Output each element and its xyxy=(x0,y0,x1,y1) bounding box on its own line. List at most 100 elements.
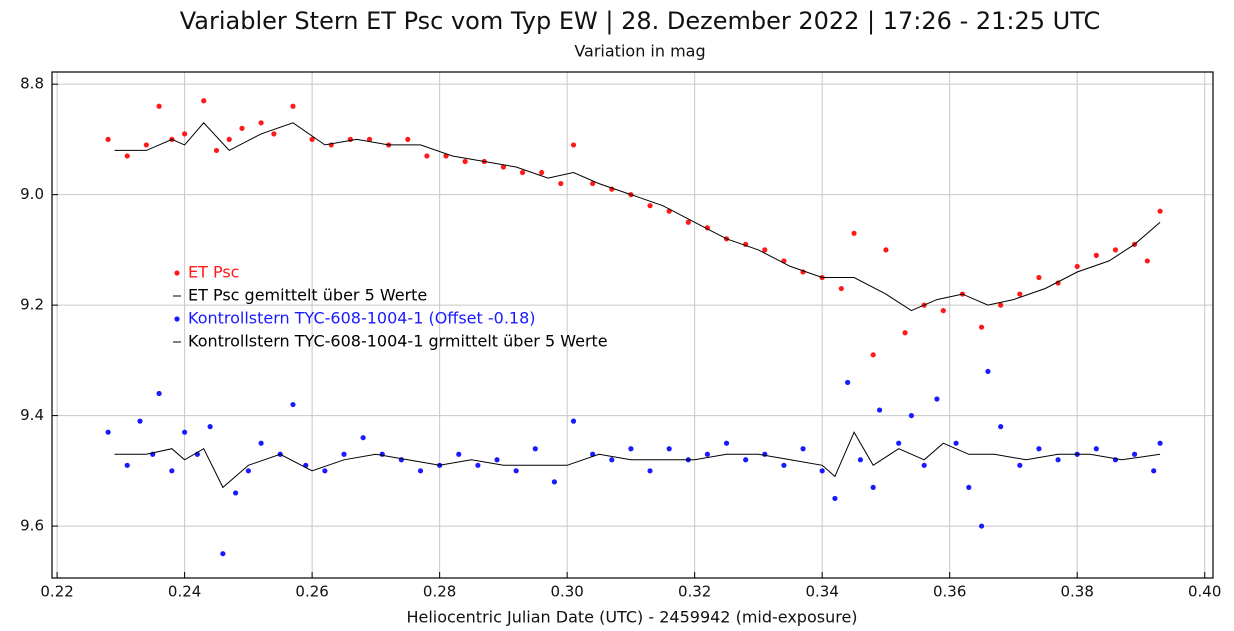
data-point xyxy=(953,440,959,446)
legend-label: Kontrollstern TYC-608-1004-1 grmittelt ü… xyxy=(188,332,608,351)
data-point xyxy=(723,440,730,446)
data-point xyxy=(360,435,366,441)
data-point xyxy=(647,203,653,209)
data-point xyxy=(870,484,876,491)
data-point xyxy=(366,136,373,142)
data-point xyxy=(647,468,653,474)
legend-label: Kontrollstern TYC-608-1004-1 (Offset -0.… xyxy=(188,309,536,328)
data-point xyxy=(105,429,111,435)
x-tick-label: 0.22 xyxy=(40,583,73,601)
y-tick-label: 8.8 xyxy=(20,75,44,93)
data-point xyxy=(876,407,883,413)
data-point xyxy=(1036,446,1042,452)
x-tick-label: 0.26 xyxy=(295,583,328,601)
data-point xyxy=(570,142,577,148)
data-point xyxy=(1055,457,1061,463)
data-point xyxy=(781,462,787,468)
data-point xyxy=(271,131,277,137)
data-point xyxy=(1017,462,1023,468)
data-point xyxy=(226,136,232,142)
data-point xyxy=(137,418,143,424)
data-point xyxy=(213,147,220,154)
data-point xyxy=(743,457,749,463)
y-tick-label: 9.0 xyxy=(20,185,44,203)
data-point xyxy=(1131,451,1138,457)
chart-title: Variabler Stern ET Psc vom Typ EW | 28. … xyxy=(180,7,1100,35)
data-point xyxy=(156,103,162,109)
data-point xyxy=(532,446,538,452)
data-point xyxy=(902,330,908,336)
x-tick-label: 0.28 xyxy=(423,583,456,601)
data-point xyxy=(609,457,615,463)
x-tick-label: 0.34 xyxy=(805,583,838,601)
chart-subtitle: Variation in mag xyxy=(574,42,705,61)
x-tick-label: 0.36 xyxy=(933,583,966,601)
data-point xyxy=(1093,446,1099,452)
data-point xyxy=(124,153,130,159)
data-point xyxy=(857,457,864,463)
mean-line xyxy=(114,431,1161,489)
data-point xyxy=(513,468,519,474)
data-point xyxy=(978,523,985,529)
data-point xyxy=(883,247,889,253)
data-point xyxy=(1144,258,1150,264)
data-point xyxy=(934,396,940,402)
data-point xyxy=(309,136,315,142)
data-point xyxy=(908,412,915,419)
x-axis-label: Heliocentric Julian Date (UTC) - 2459942… xyxy=(406,608,857,627)
data-point xyxy=(590,180,596,187)
data-point xyxy=(456,451,462,457)
data-point xyxy=(143,142,149,148)
data-point xyxy=(896,440,902,446)
data-point xyxy=(494,457,500,463)
data-point xyxy=(685,219,691,225)
data-point xyxy=(1157,208,1163,214)
data-point xyxy=(182,429,188,435)
data-point xyxy=(940,308,946,314)
data-point xyxy=(1093,252,1099,258)
data-point xyxy=(233,490,239,496)
data-point xyxy=(124,462,130,468)
legend-label: ET Psc gemittelt über 5 Werte xyxy=(188,286,427,305)
data-point xyxy=(1112,247,1119,253)
data-point xyxy=(838,285,844,292)
data-point xyxy=(704,451,711,457)
x-tick-label: 0.24 xyxy=(168,583,201,601)
legend-marker xyxy=(174,270,180,276)
data-point xyxy=(539,169,545,176)
data-point xyxy=(851,230,857,236)
data-point xyxy=(519,169,526,176)
mean-line xyxy=(114,122,1161,312)
legend-label: ET Psc xyxy=(188,263,239,282)
data-point xyxy=(322,468,328,474)
data-point xyxy=(405,136,411,142)
x-tick-label: 0.38 xyxy=(1060,583,1093,601)
data-point xyxy=(500,164,506,170)
data-point xyxy=(666,446,672,452)
data-point xyxy=(800,446,806,452)
data-point xyxy=(258,120,264,126)
data-point xyxy=(290,401,296,408)
data-point xyxy=(1157,440,1163,446)
data-point xyxy=(220,551,226,557)
data-point xyxy=(169,468,175,474)
y-tick-label: 9.4 xyxy=(20,406,44,424)
data-point xyxy=(462,158,468,165)
data-point xyxy=(424,153,430,159)
data-point xyxy=(819,468,825,474)
y-tick-label: 9.6 xyxy=(20,517,44,535)
plot-frame xyxy=(51,71,1214,579)
data-point xyxy=(551,479,557,485)
data-point xyxy=(258,440,264,446)
data-point xyxy=(998,302,1004,308)
y-tick-label: 9.2 xyxy=(20,296,44,314)
data-point xyxy=(870,352,876,358)
data-point xyxy=(832,495,838,502)
data-point xyxy=(985,368,991,375)
data-point xyxy=(201,98,207,104)
data-point xyxy=(1151,468,1157,474)
data-point xyxy=(417,468,424,474)
data-point xyxy=(1074,263,1080,270)
data-point xyxy=(290,103,296,109)
data-point xyxy=(558,180,564,187)
